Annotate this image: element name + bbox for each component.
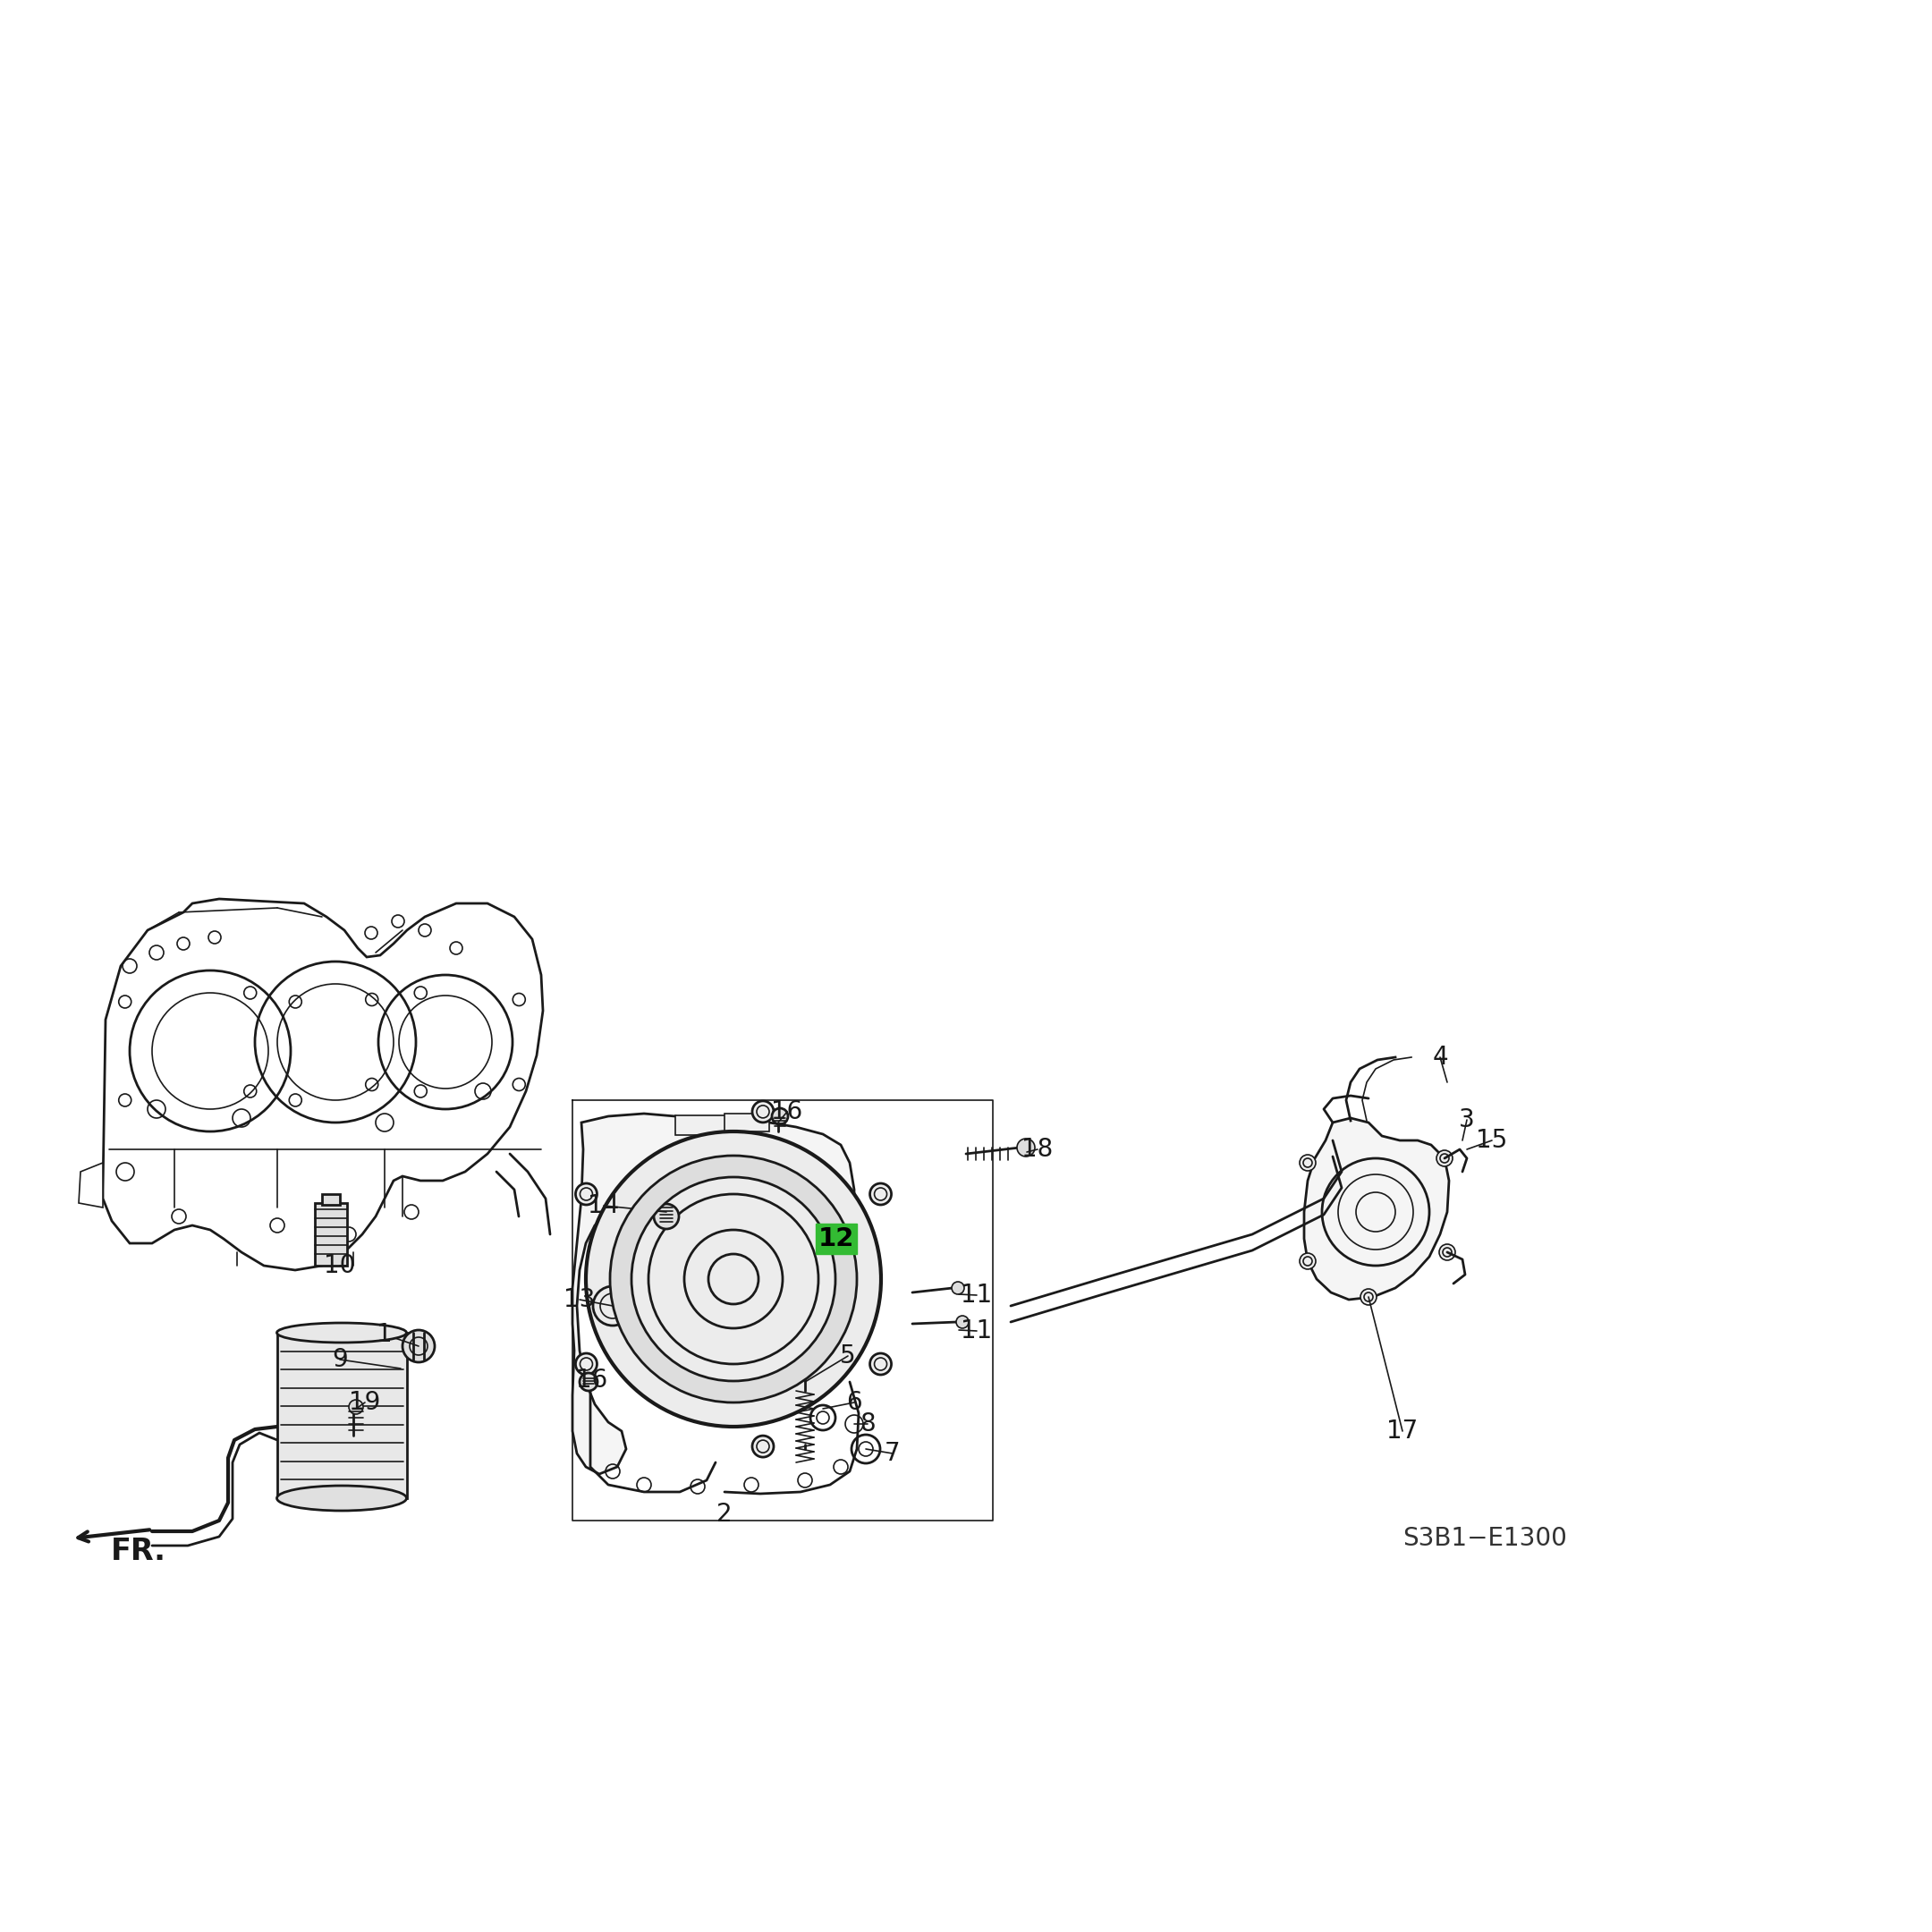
Circle shape [1439, 1244, 1455, 1260]
Bar [315, 1204, 348, 1265]
Text: 17: 17 [1387, 1418, 1418, 1443]
Circle shape [952, 1281, 964, 1294]
Text: 11: 11 [960, 1318, 993, 1343]
Polygon shape [102, 898, 543, 1269]
Text: 14: 14 [587, 1194, 620, 1219]
Ellipse shape [276, 1323, 406, 1343]
Circle shape [402, 1329, 435, 1362]
Circle shape [1300, 1254, 1316, 1269]
Text: 5: 5 [840, 1343, 856, 1368]
Circle shape [752, 1435, 773, 1457]
Text: 16: 16 [576, 1368, 609, 1393]
Polygon shape [79, 1163, 102, 1208]
Text: 2: 2 [717, 1501, 732, 1526]
Text: 6: 6 [846, 1389, 862, 1414]
Bar [676, 1115, 748, 1134]
Circle shape [1016, 1138, 1036, 1157]
Bar [323, 1194, 340, 1206]
Text: S3B1−E1300: S3B1−E1300 [1403, 1526, 1567, 1551]
Circle shape [653, 1204, 678, 1229]
Polygon shape [572, 1113, 854, 1474]
Circle shape [585, 1132, 881, 1426]
Text: 11: 11 [960, 1283, 993, 1308]
Circle shape [869, 1352, 891, 1376]
Text: 8: 8 [860, 1412, 875, 1437]
Circle shape [752, 1101, 773, 1122]
Circle shape [350, 1401, 363, 1414]
Text: FR.: FR. [110, 1538, 166, 1567]
Circle shape [1300, 1155, 1316, 1171]
Text: 7: 7 [885, 1441, 900, 1466]
Circle shape [869, 1182, 891, 1206]
Bar [278, 1333, 408, 1497]
Text: 3: 3 [1459, 1107, 1474, 1132]
Circle shape [580, 1374, 597, 1391]
Text: 19: 19 [350, 1389, 381, 1414]
Circle shape [576, 1182, 597, 1206]
Ellipse shape [276, 1486, 406, 1511]
Circle shape [773, 1109, 788, 1124]
Text: 18: 18 [1022, 1136, 1053, 1161]
Text: 9: 9 [332, 1347, 348, 1372]
Circle shape [576, 1352, 597, 1376]
Circle shape [1360, 1289, 1376, 1304]
Polygon shape [1304, 1119, 1449, 1300]
Text: 4: 4 [1432, 1045, 1447, 1070]
Text: 10: 10 [325, 1254, 355, 1279]
Text: 12: 12 [819, 1227, 854, 1252]
Bar [724, 1113, 769, 1132]
Text: 13: 13 [564, 1287, 595, 1312]
Text: 16: 16 [771, 1099, 804, 1124]
Wedge shape [611, 1155, 858, 1403]
Circle shape [1437, 1150, 1453, 1167]
Circle shape [956, 1316, 968, 1329]
Text: 1: 1 [377, 1321, 392, 1347]
Text: 15: 15 [1476, 1128, 1507, 1153]
